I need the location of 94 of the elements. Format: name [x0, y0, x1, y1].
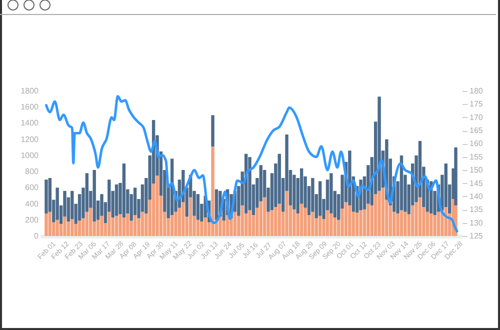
bar	[400, 210, 404, 236]
bar	[366, 204, 370, 236]
y2-tick-label: 165	[470, 126, 484, 136]
bar	[378, 190, 381, 236]
bar	[108, 212, 111, 236]
bar	[85, 212, 89, 236]
bar	[211, 115, 214, 147]
bar	[204, 217, 207, 236]
bar	[374, 194, 378, 236]
bar	[56, 188, 59, 220]
bar	[196, 220, 200, 236]
y-tick-label: 1600	[20, 102, 40, 112]
bar	[63, 216, 66, 236]
bar	[259, 201, 262, 236]
bar	[433, 215, 436, 236]
bar	[56, 220, 59, 236]
bar	[114, 216, 118, 236]
y-tick-label: 1800	[20, 86, 40, 96]
bar	[274, 207, 278, 236]
bar	[133, 215, 137, 236]
bar	[233, 212, 237, 236]
y2-tick-label: 150	[470, 166, 484, 175]
bar	[188, 197, 192, 236]
y2-tick-label: 145	[470, 178, 484, 188]
y-tick-label: 1000	[20, 150, 40, 160]
bar	[182, 202, 185, 236]
bar	[140, 212, 144, 236]
bar	[333, 217, 336, 236]
bar	[318, 216, 322, 236]
bar	[311, 212, 314, 236]
y2-tick-label: 125	[470, 232, 484, 240]
y2-tick-label: 155	[470, 152, 484, 162]
bar	[410, 205, 414, 236]
bar	[355, 212, 359, 236]
bar	[240, 205, 244, 236]
y-tick-label: 0	[34, 232, 40, 240]
bar	[114, 184, 118, 216]
bar	[359, 210, 362, 236]
bar	[330, 213, 333, 236]
bar	[404, 212, 407, 236]
bar	[454, 147, 458, 206]
bar	[318, 181, 322, 216]
bar	[262, 197, 266, 236]
y2-tick-label: 140	[470, 192, 484, 201]
bar	[248, 210, 252, 236]
bar	[89, 208, 92, 236]
bar	[122, 164, 126, 218]
bar	[300, 204, 304, 236]
bar	[96, 220, 100, 236]
bar	[396, 213, 400, 236]
bar	[118, 214, 122, 236]
y-tick-label: 800	[25, 167, 40, 176]
bar	[211, 146, 214, 236]
bar	[344, 202, 348, 236]
bar	[330, 173, 333, 214]
y2-tick-label: 135	[470, 205, 484, 214]
bar	[196, 194, 200, 220]
bar	[292, 209, 296, 236]
y-tick-label: 400	[25, 199, 40, 208]
y-tick-label: 1200	[20, 134, 40, 144]
bar	[170, 215, 174, 236]
y2-tick-label: 170	[470, 112, 484, 122]
bar	[429, 213, 433, 236]
bar	[218, 216, 222, 236]
bar	[70, 219, 74, 236]
bar	[270, 210, 274, 236]
bar	[378, 96, 381, 191]
bar	[348, 205, 352, 236]
line-series	[44, 95, 458, 233]
bar	[122, 217, 126, 236]
bar	[78, 220, 82, 236]
bar	[174, 212, 178, 236]
bar	[44, 180, 48, 214]
y2-tick-label: 160	[470, 139, 484, 148]
bar	[285, 190, 288, 236]
bar	[126, 213, 130, 236]
y-tick-label: 200	[25, 215, 40, 224]
y2-tick-label: 175	[470, 100, 484, 109]
bar	[200, 222, 204, 236]
bar	[100, 216, 104, 236]
bar	[381, 188, 385, 236]
y2-tick-label: 180	[470, 86, 484, 96]
bar	[304, 208, 307, 236]
y-tick-label: 600	[25, 183, 40, 192]
bar	[436, 212, 440, 236]
bar	[418, 197, 422, 236]
y2-tick-label: 130	[470, 218, 484, 228]
bar	[326, 210, 330, 236]
bar	[92, 170, 96, 222]
bar	[156, 176, 159, 236]
bar	[44, 213, 48, 236]
y-tick-label: 1400	[20, 118, 40, 128]
bar	[278, 204, 281, 236]
bar	[48, 212, 52, 236]
